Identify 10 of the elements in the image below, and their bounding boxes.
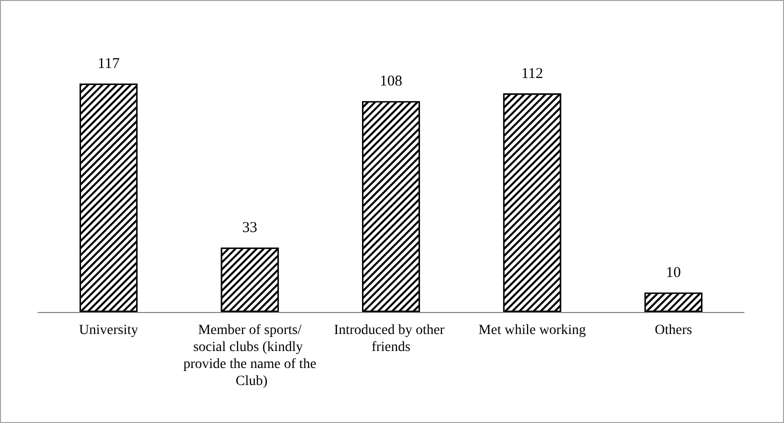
- x-tick-label: University: [79, 323, 138, 338]
- data-label: 10: [666, 264, 681, 281]
- data-label: 33: [242, 220, 258, 236]
- x-tick-label: Introduced by other friends: [334, 323, 448, 355]
- x-tick-label: Met while working: [478, 323, 586, 338]
- data-label: 112: [521, 66, 544, 82]
- x-tick-label: Member of sports/social clubs (kindly provide the name of the Club): [183, 323, 316, 389]
- data-label: 117: [98, 56, 120, 72]
- x-tick-label: Others: [654, 323, 692, 338]
- data-label: 108: [380, 74, 402, 90]
